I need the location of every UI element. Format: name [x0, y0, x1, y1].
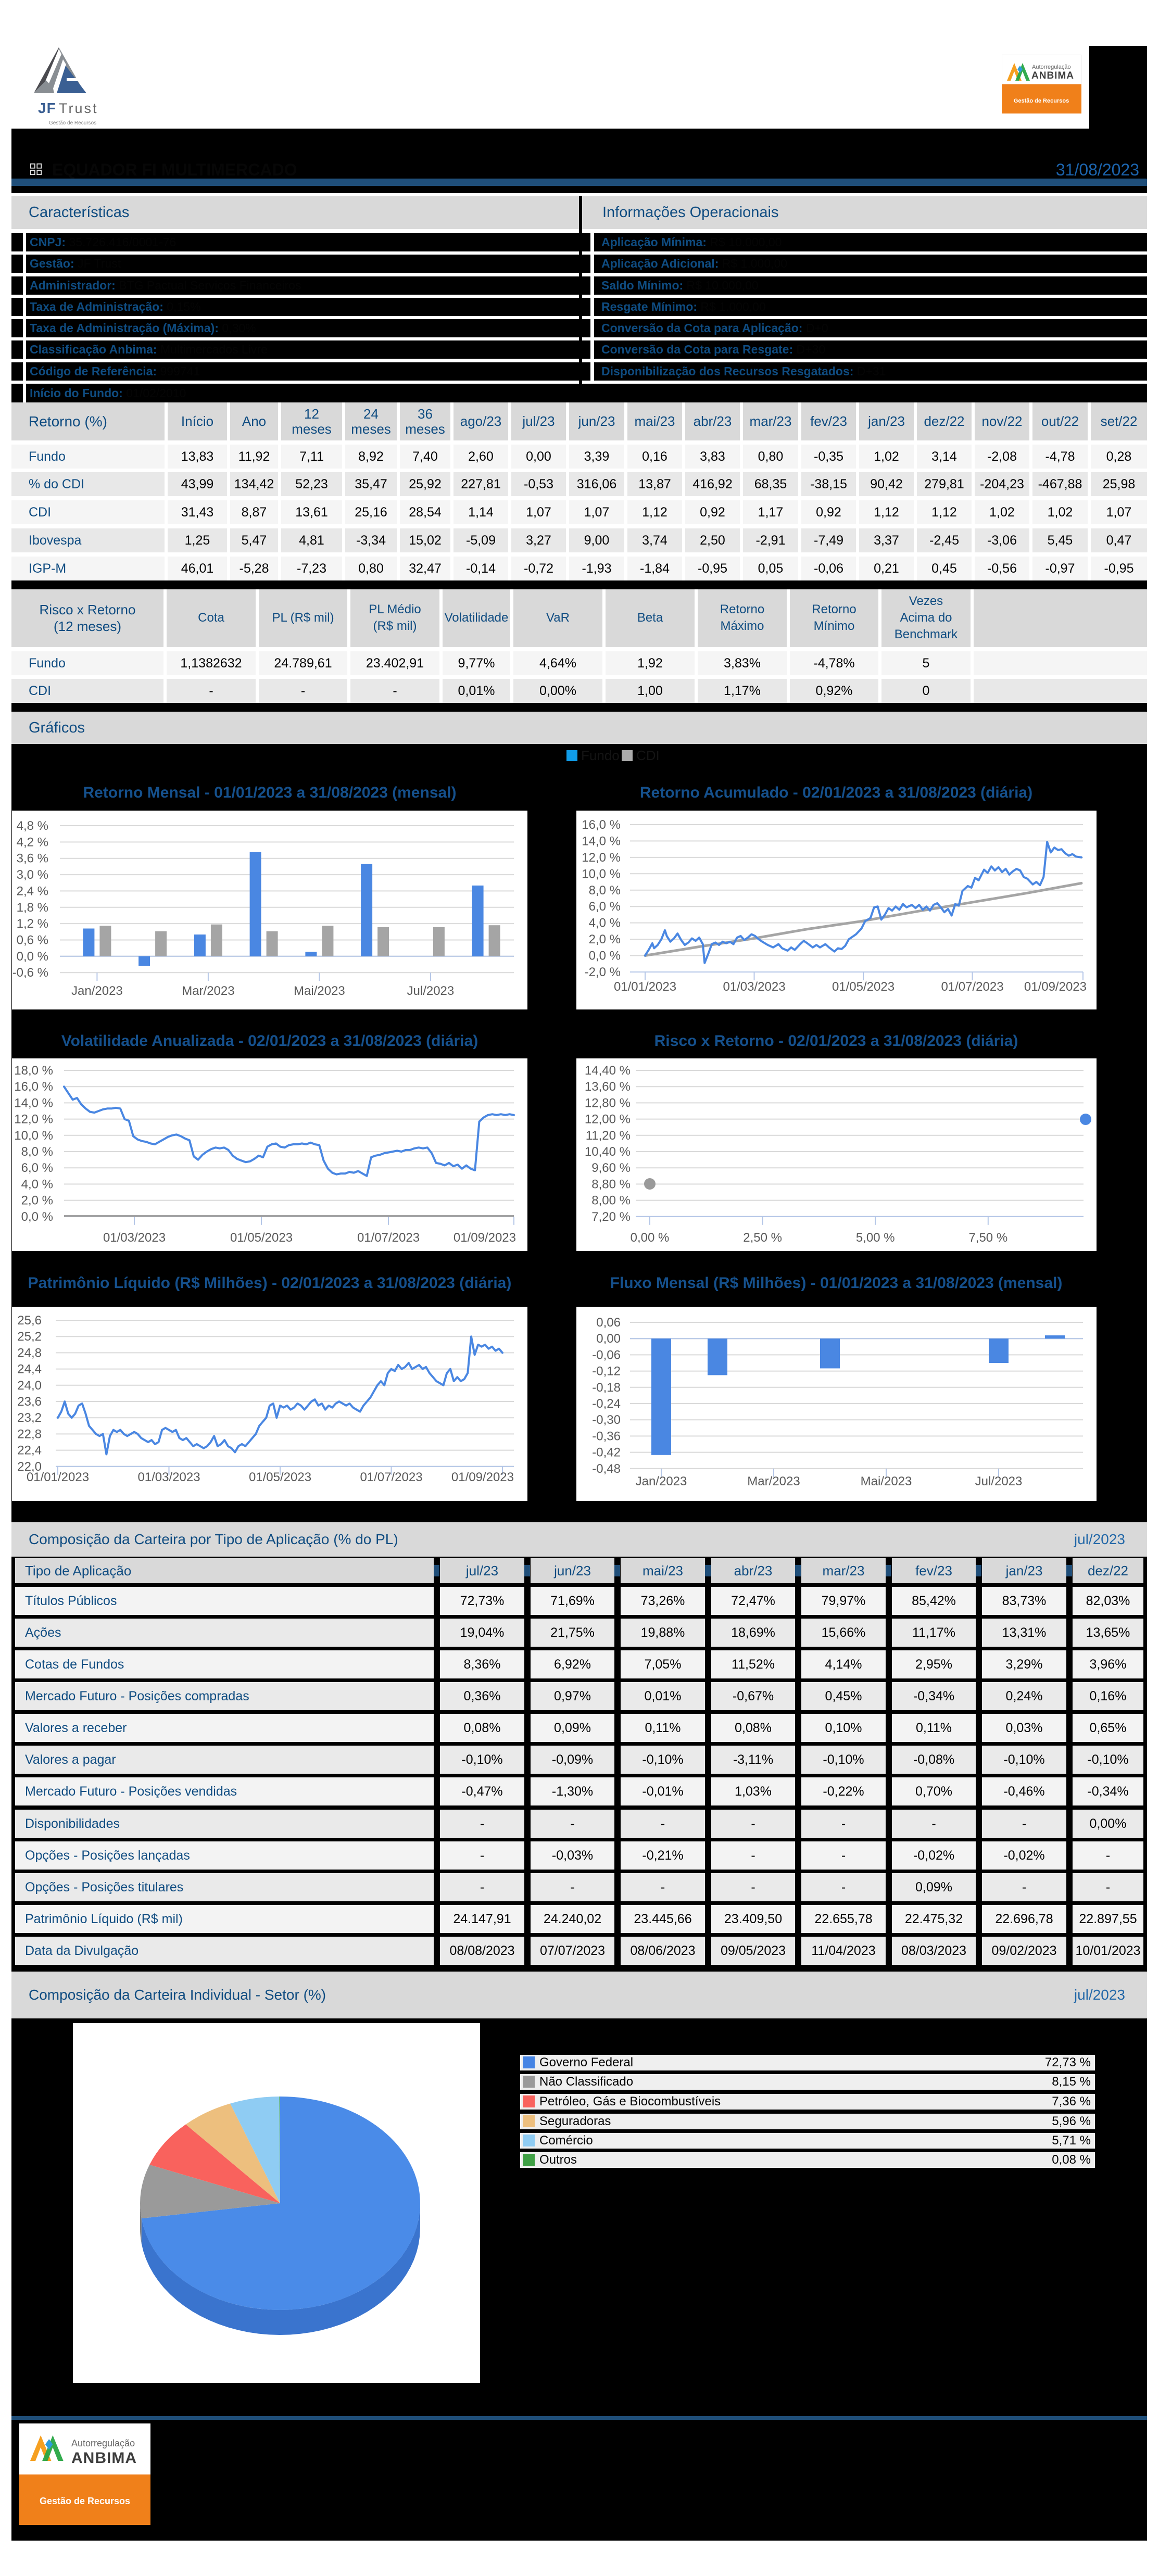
svg-text:7,50 %: 7,50 %	[968, 1231, 1007, 1245]
svg-text:8,00 %: 8,00 %	[591, 1194, 631, 1208]
svg-text:5,00 %: 5,00 %	[856, 1231, 895, 1245]
svg-text:1,8 %: 1,8 %	[17, 901, 48, 915]
svg-text:12,80 %: 12,80 %	[585, 1096, 631, 1110]
svg-text:01/01/2023: 01/01/2023	[614, 980, 676, 994]
svg-text:0,0 %: 0,0 %	[589, 949, 621, 963]
svg-text:Mar/2023: Mar/2023	[747, 1474, 800, 1488]
svg-text:0,00 %: 0,00 %	[631, 1231, 670, 1245]
svg-text:2,50 %: 2,50 %	[743, 1231, 782, 1245]
svg-text:24,0: 24,0	[17, 1379, 42, 1393]
svg-text:Mai/2023: Mai/2023	[861, 1474, 912, 1488]
svg-text:01/01/2023: 01/01/2023	[27, 1470, 89, 1484]
svg-text:4,0 %: 4,0 %	[589, 916, 621, 930]
svg-text:01/09/2023: 01/09/2023	[1024, 980, 1087, 994]
svg-text:2,0 %: 2,0 %	[589, 932, 621, 946]
svg-text:01/03/2023: 01/03/2023	[137, 1470, 200, 1484]
svg-text:-0,42: -0,42	[592, 1446, 621, 1460]
svg-text:23,6: 23,6	[17, 1395, 42, 1409]
svg-text:25,2: 25,2	[17, 1330, 42, 1344]
svg-text:12,0 %: 12,0 %	[14, 1113, 53, 1127]
svg-text:4,2 %: 4,2 %	[17, 835, 48, 849]
svg-text:Gestão de Recursos: Gestão de Recursos	[49, 120, 96, 126]
svg-text:10,40 %: 10,40 %	[585, 1145, 631, 1159]
svg-text:JF: JF	[38, 100, 56, 116]
svg-text:23,2: 23,2	[17, 1411, 42, 1425]
svg-text:-0,36: -0,36	[592, 1429, 621, 1443]
svg-text:16,0 %: 16,0 %	[582, 818, 621, 832]
svg-text:6,0 %: 6,0 %	[589, 900, 621, 914]
svg-text:Mai/2023: Mai/2023	[294, 984, 345, 998]
svg-text:9,60 %: 9,60 %	[591, 1161, 631, 1175]
svg-text:1,2 %: 1,2 %	[17, 917, 48, 931]
svg-text:14,0 %: 14,0 %	[14, 1096, 53, 1110]
svg-text:22,4: 22,4	[17, 1444, 42, 1458]
svg-text:3,6 %: 3,6 %	[17, 852, 48, 866]
svg-text:-0,6 %: -0,6 %	[12, 966, 48, 980]
svg-text:Jul/2023: Jul/2023	[407, 984, 455, 998]
svg-text:7,20 %: 7,20 %	[591, 1210, 631, 1224]
svg-text:01/05/2023: 01/05/2023	[249, 1470, 311, 1484]
svg-text:Gestão de Recursos: Gestão de Recursos	[40, 2496, 130, 2506]
svg-text:2,0 %: 2,0 %	[21, 1194, 53, 1208]
svg-text:10,0 %: 10,0 %	[582, 867, 621, 881]
svg-text:-2,0 %: -2,0 %	[585, 965, 621, 979]
svg-text:14,0 %: 14,0 %	[582, 834, 621, 848]
svg-text:01/09/2023: 01/09/2023	[451, 1470, 514, 1484]
svg-text:2,4 %: 2,4 %	[17, 884, 48, 898]
svg-text:11,20 %: 11,20 %	[586, 1129, 631, 1143]
svg-text:0,00: 0,00	[596, 1332, 621, 1346]
svg-text:Jul/2023: Jul/2023	[975, 1474, 1023, 1488]
svg-text:18,0 %: 18,0 %	[14, 1064, 53, 1078]
svg-text:22,0: 22,0	[17, 1460, 42, 1474]
svg-text:01/05/2023: 01/05/2023	[230, 1231, 293, 1245]
svg-text:01/03/2023: 01/03/2023	[723, 980, 785, 994]
svg-text:01/03/2023: 01/03/2023	[103, 1231, 166, 1245]
svg-text:13,60 %: 13,60 %	[585, 1080, 631, 1094]
svg-text:-0,30: -0,30	[592, 1413, 621, 1427]
svg-text:01/07/2023: 01/07/2023	[941, 980, 1003, 994]
svg-text:01/07/2023: 01/07/2023	[360, 1470, 422, 1484]
svg-text:-0,12: -0,12	[592, 1365, 621, 1379]
svg-text:01/05/2023: 01/05/2023	[832, 980, 895, 994]
svg-text:0,6 %: 0,6 %	[17, 933, 48, 948]
svg-text:8,0 %: 8,0 %	[589, 883, 621, 898]
svg-text:4,0 %: 4,0 %	[21, 1177, 53, 1191]
svg-text:8,80 %: 8,80 %	[591, 1177, 631, 1191]
svg-text:01/07/2023: 01/07/2023	[357, 1231, 420, 1245]
svg-text:Autorregulação: Autorregulação	[1032, 64, 1071, 70]
svg-text:-0,06: -0,06	[592, 1348, 621, 1362]
svg-text:14,40 %: 14,40 %	[585, 1064, 631, 1078]
svg-text:22,8: 22,8	[17, 1427, 42, 1441]
svg-text:12,0 %: 12,0 %	[582, 851, 621, 865]
svg-text:ANBIMA: ANBIMA	[71, 2449, 137, 2467]
svg-text:-0,18: -0,18	[592, 1381, 621, 1395]
svg-text:Jan/2023: Jan/2023	[636, 1474, 687, 1488]
svg-text:3,0 %: 3,0 %	[17, 868, 48, 882]
svg-text:Trust: Trust	[59, 100, 98, 116]
svg-text:16,0 %: 16,0 %	[14, 1080, 53, 1094]
svg-text:0,06: 0,06	[596, 1316, 621, 1330]
svg-text:0,0 %: 0,0 %	[21, 1210, 53, 1224]
svg-text:25,6: 25,6	[17, 1314, 42, 1328]
svg-text:Autorregulação: Autorregulação	[71, 2438, 135, 2448]
svg-text:4,8 %: 4,8 %	[17, 819, 48, 833]
svg-text:10,0 %: 10,0 %	[14, 1129, 53, 1143]
svg-text:-0,24: -0,24	[592, 1397, 621, 1411]
svg-text:8,0 %: 8,0 %	[21, 1145, 53, 1159]
svg-text:0,0 %: 0,0 %	[17, 950, 48, 964]
svg-text:6,0 %: 6,0 %	[21, 1161, 53, 1175]
svg-text:Gestão de Recursos: Gestão de Recursos	[1014, 98, 1069, 104]
svg-text:12,00 %: 12,00 %	[585, 1113, 631, 1127]
svg-text:24,8: 24,8	[17, 1346, 42, 1360]
svg-text:ANBIMA: ANBIMA	[1031, 70, 1074, 81]
svg-text:Mar/2023: Mar/2023	[182, 984, 234, 998]
svg-text:24,4: 24,4	[17, 1362, 42, 1377]
svg-text:01/09/2023: 01/09/2023	[453, 1231, 516, 1245]
svg-text:-0,48: -0,48	[592, 1462, 621, 1476]
svg-text:Jan/2023: Jan/2023	[71, 984, 123, 998]
